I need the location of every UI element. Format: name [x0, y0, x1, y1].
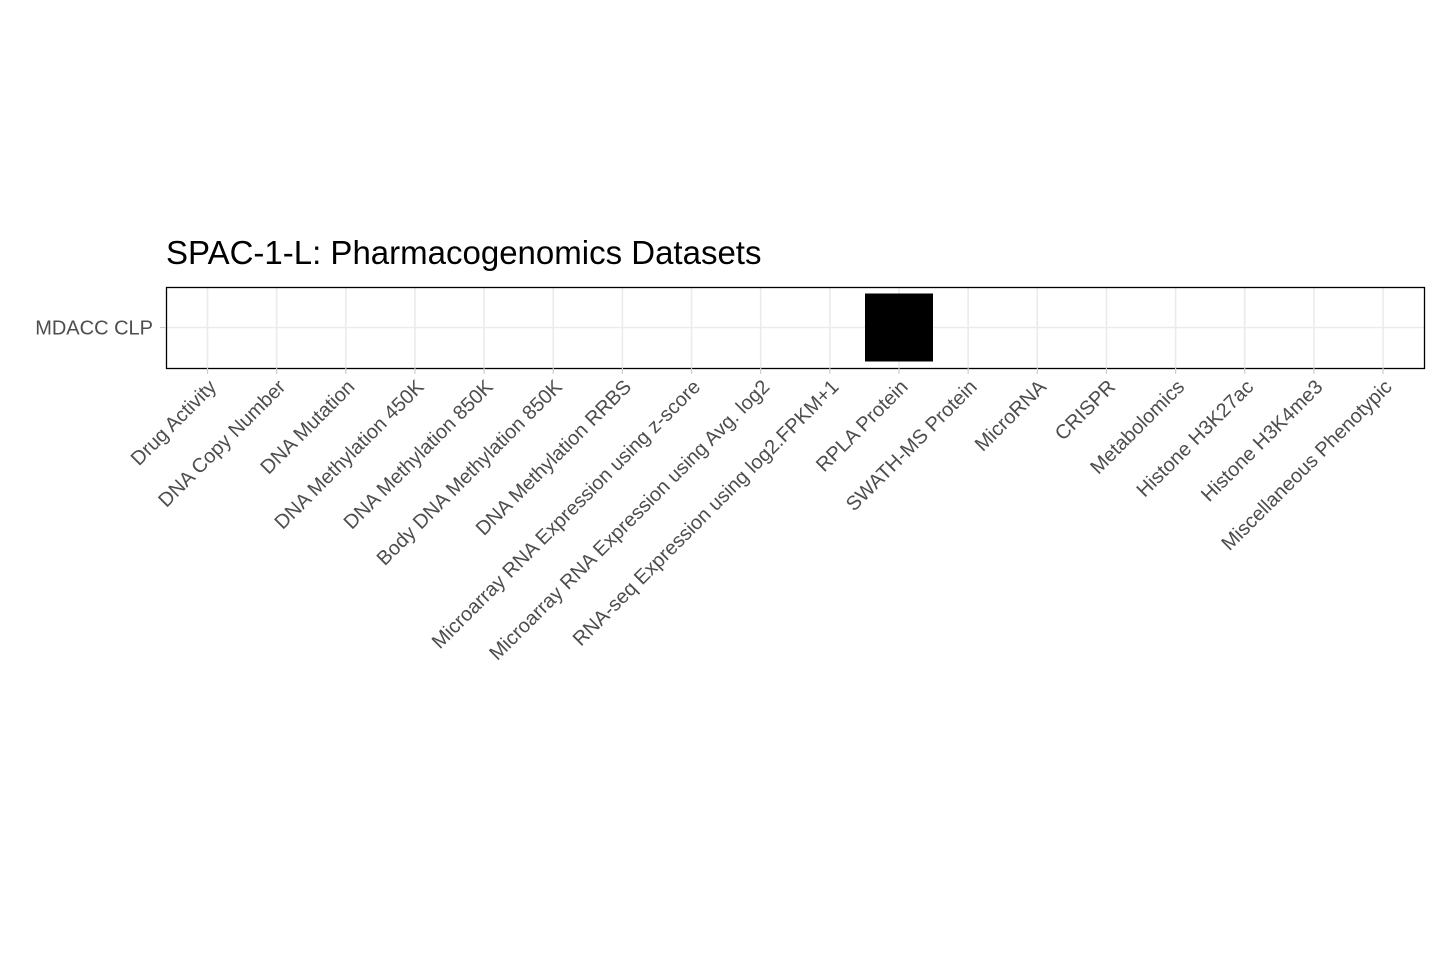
panel-border: [165, 286, 1426, 370]
x-tick-label-histone-h3k27ac: Histone H3K27ac: [1133, 376, 1259, 502]
x-tick-label-crispr: CRISPR: [1051, 376, 1120, 445]
x-tick-label-histone-h3k4me3: Histone H3K4me3: [1197, 376, 1327, 506]
x-tick-label-dna-copy-number: DNA Copy Number: [154, 376, 290, 512]
y-axis-labels: MDACC CLP: [35, 318, 166, 340]
x-tick-label-swath-ms-protein: SWATH-MS Protein: [842, 376, 982, 516]
y-tick-label-mdacc-clp: MDACC CLP: [35, 318, 153, 340]
heatmap-cell-rpla-protein: [865, 293, 933, 362]
x-tick-label-microrna: MicroRNA: [971, 376, 1051, 456]
chart-title: SPAC-1-L: Pharmacogenomics Datasets: [166, 234, 761, 271]
heatmap-cells: [865, 293, 933, 362]
grid-lines: [167, 288, 1424, 367]
